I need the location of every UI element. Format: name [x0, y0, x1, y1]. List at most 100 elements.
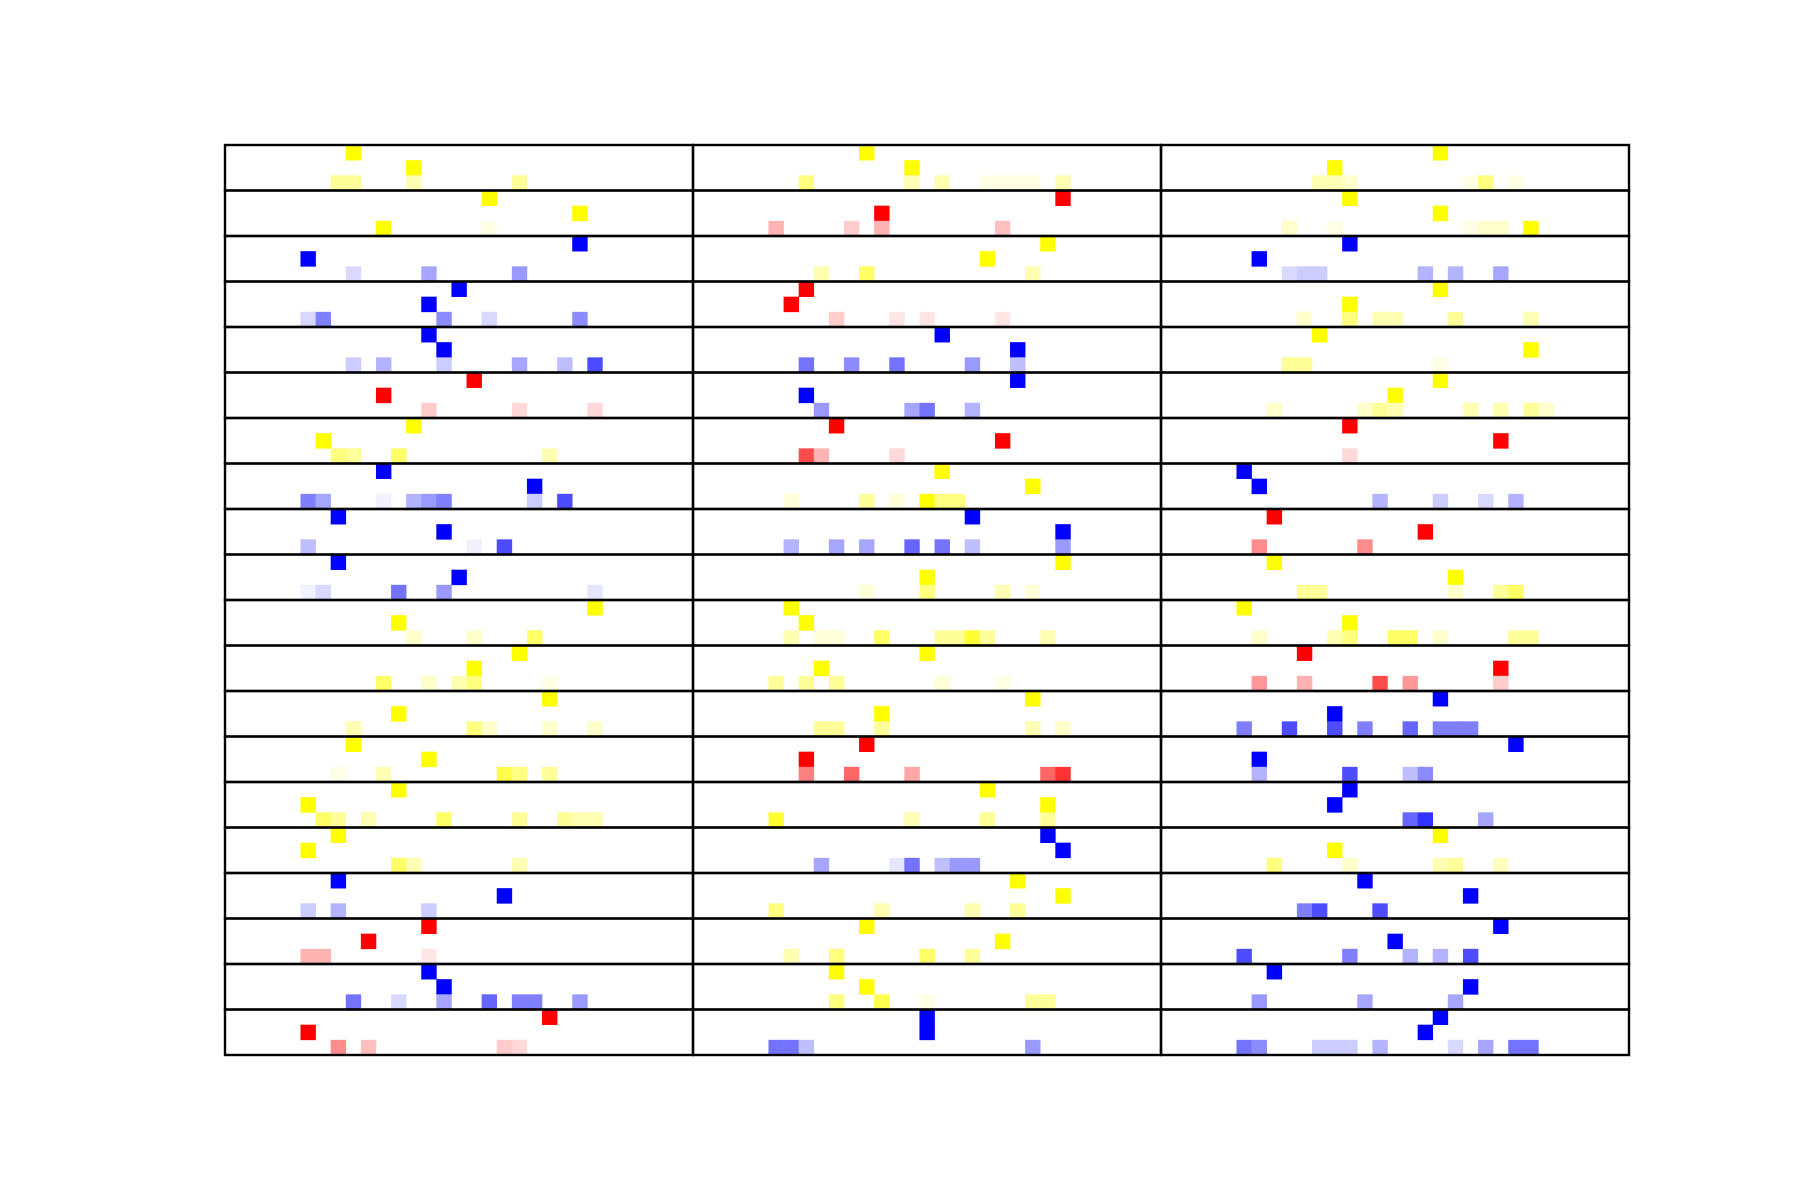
heatmap-cell-r6-c0-2	[330, 448, 347, 464]
heatmap-cell-r10-c0-0	[587, 600, 603, 616]
heatmap-cell-r11-c1-1	[813, 660, 830, 677]
heatmap-cell-r19-c2-2	[1236, 1039, 1252, 1056]
heatmap-cell-r5-c2-7	[1493, 402, 1509, 419]
heatmap-cell-r4-c0-2	[345, 357, 362, 373]
heatmap-cell-r17-c0-3	[315, 948, 331, 965]
heatmap-cell-r7-c2-1	[1251, 478, 1267, 495]
heatmap-cell-r11-c0-0	[511, 645, 528, 661]
heatmap-cell-r7-c0-3	[315, 493, 331, 510]
heatmap-cell-r12-c0-5	[542, 721, 558, 737]
heatmap-cell-r12-c0-6	[587, 721, 603, 737]
heatmap-cell-r1-c2-6	[1493, 220, 1509, 237]
heatmap-cell-r10-c2-4	[1342, 630, 1358, 646]
heatmap-cell-r15-c2-2	[1266, 857, 1283, 874]
heatmap-cell-r18-c1-6	[1040, 994, 1056, 1010]
heatmap-cell-r17-c0-1	[360, 933, 377, 950]
heatmap-cell-r3-c2-3	[1342, 311, 1358, 328]
heatmap-cell-r13-c2-3	[1342, 766, 1358, 783]
heatmap-cell-r13-c2-5	[1417, 766, 1434, 783]
heatmap-cell-r7-c0-5	[406, 493, 422, 510]
heatmap-cell-r17-c2-3	[1342, 948, 1358, 965]
heatmap-cell-r8-c0-3	[466, 539, 482, 555]
heatmap-cell-r15-c2-5	[1447, 857, 1464, 874]
heatmap-cell-r19-c2-7	[1372, 1039, 1388, 1056]
heatmap-cell-r3-c2-4	[1372, 311, 1388, 328]
heatmap-cell-r2-c0-0	[572, 236, 588, 252]
heatmap-cell-r13-c2-2	[1251, 766, 1267, 783]
heatmap-cell-r19-c0-0	[542, 1009, 558, 1025]
heatmap-cell-r11-c2-0	[1296, 645, 1313, 661]
heatmap-cell-r1-c2-3	[1327, 220, 1343, 237]
heatmap-cell-r19-c1-3	[783, 1039, 799, 1056]
heatmap-cell-r5-c1-2	[813, 402, 830, 419]
heatmap-cell-r5-c1-3	[904, 402, 920, 419]
heatmap-cell-r13-c1-4	[904, 766, 920, 783]
heatmap-cell-r7-c1-1	[1025, 478, 1041, 495]
heatmap-cell-r5-c2-5	[1387, 402, 1403, 419]
heatmap-cell-r4-c0-5	[511, 357, 528, 373]
heatmap-cell-r16-c1-5	[1010, 903, 1026, 919]
heatmap-cell-r12-c1-5	[1025, 721, 1041, 737]
heatmap-cell-r16-c1-4	[964, 903, 981, 919]
heatmap-cell-r10-c0-2	[406, 630, 422, 646]
heatmap-cell-r16-c1-1	[1055, 888, 1071, 904]
heatmap-cell-r15-c1-7	[964, 857, 981, 874]
heatmap-cell-r5-c1-5	[964, 402, 981, 419]
heatmap-cell-r4-c0-4	[436, 357, 452, 373]
heatmap-cell-r11-c0-6	[542, 675, 558, 692]
heatmap-cell-r3-c0-3	[315, 311, 331, 328]
heatmap-cell-r11-c1-4	[828, 675, 845, 692]
heatmap-cell-r12-c1-3	[828, 721, 845, 737]
heatmap-cell-r12-c2-6	[1402, 721, 1418, 737]
heatmap-cell-r19-c0-3	[360, 1039, 377, 1056]
heatmap-cell-r7-c0-4	[375, 493, 392, 510]
heatmap-cell-r8-c1-3	[828, 539, 845, 555]
heatmap-cell-r14-c2-0	[1342, 782, 1358, 798]
heatmap-cell-r19-c1-0	[919, 1009, 935, 1025]
heatmap-cell-r2-c1-4	[1025, 266, 1041, 282]
heatmap-cell-r9-c0-0	[330, 554, 347, 570]
heatmap-cell-r14-c0-2	[315, 812, 331, 828]
heatmap-cell-r11-c0-2	[375, 675, 392, 692]
heatmap-cell-r8-c0-2	[300, 539, 316, 555]
heatmap-cell-r19-c2-3	[1251, 1039, 1267, 1056]
heatmap-cell-r2-c1-2	[813, 266, 830, 282]
heatmap-cell-r3-c0-2	[300, 311, 316, 328]
heatmap-cell-r11-c1-3	[798, 675, 815, 692]
heatmap-cell-r0-c2-5	[1462, 175, 1479, 191]
heatmap-cell-r13-c1-5	[1040, 766, 1056, 783]
heatmap-cell-r7-c2-0	[1236, 463, 1252, 479]
heatmap-cell-r18-c0-5	[481, 994, 498, 1010]
heatmap-cell-r12-c1-6	[1055, 721, 1071, 737]
heatmap-cell-r10-c2-6	[1402, 630, 1418, 646]
heatmap-cell-r4-c1-3	[843, 357, 860, 373]
heatmap-cell-r0-c2-0	[1432, 145, 1449, 161]
heatmap-cell-r11-c2-3	[1296, 675, 1313, 692]
heatmap-cell-r14-c1-2	[768, 812, 784, 828]
heatmap-cell-r2-c2-0	[1342, 236, 1358, 252]
heatmap-cell-r11-c2-2	[1251, 675, 1267, 692]
heatmap-cell-r16-c1-2	[768, 903, 784, 919]
heatmap-cell-r13-c0-2	[330, 766, 347, 783]
heatmap-cell-r2-c1-0	[1040, 236, 1056, 252]
heatmap-cell-r9-c2-0	[1266, 554, 1283, 570]
heatmap-cell-r13-c1-2	[798, 766, 815, 783]
heatmap-cell-r10-c2-3	[1327, 630, 1343, 646]
heatmap-cell-r5-c0-2	[421, 402, 437, 419]
heatmap-cell-r0-c1-7	[1010, 175, 1026, 191]
heatmap-cell-r7-c2-2	[1372, 493, 1388, 510]
heatmap-cell-r7-c1-2	[783, 493, 799, 510]
heatmap-cell-r6-c0-1	[315, 433, 331, 449]
heatmap-cell-r1-c2-2	[1281, 220, 1298, 237]
heatmap-cell-r19-c0-2	[330, 1039, 347, 1056]
heatmap-cell-r0-c1-4	[934, 175, 950, 191]
heatmap-cell-r2-c2-4	[1311, 266, 1328, 282]
heatmap-cell-r17-c2-0	[1493, 918, 1509, 934]
heatmap-cell-r16-c2-1	[1462, 888, 1479, 904]
heatmap-cell-r6-c1-4	[889, 448, 905, 464]
heatmap-cell-r3-c0-4	[436, 311, 452, 328]
heatmap-cell-r0-c2-3	[1327, 175, 1343, 191]
heatmap-cell-r11-c2-1	[1493, 660, 1509, 677]
heatmap-cell-r3-c2-2	[1296, 311, 1313, 328]
heatmap-cell-r7-c0-1	[526, 478, 543, 495]
